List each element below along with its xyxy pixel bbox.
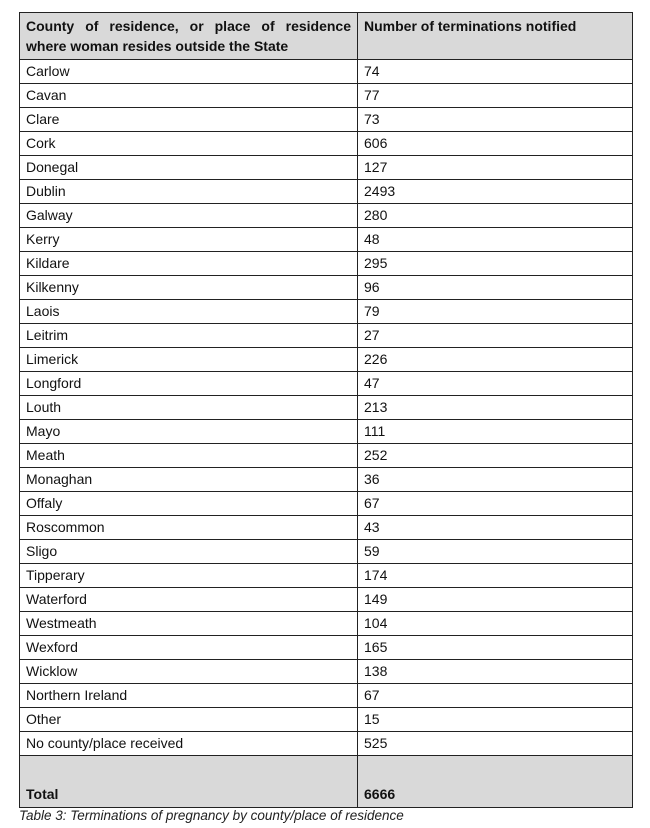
table-row: Wexford 165 [19, 635, 633, 660]
count-cell: 165 [357, 635, 633, 660]
total-value: 6666 [357, 755, 633, 808]
table-row: Tipperary 174 [19, 563, 633, 588]
county-cell: Louth [19, 395, 358, 420]
count-cell: 127 [357, 155, 633, 180]
table-row: Carlow 74 [19, 59, 633, 84]
table-row: Waterford 149 [19, 587, 633, 612]
table-row: Sligo 59 [19, 539, 633, 564]
county-cell: Carlow [19, 59, 358, 84]
table-row: Mayo 111 [19, 419, 633, 444]
table-caption: Table 3: Terminations of pregnancy by co… [19, 808, 404, 823]
count-cell: 47 [357, 371, 633, 396]
count-cell: 59 [357, 539, 633, 564]
county-cell: Limerick [19, 347, 358, 372]
county-cell: Waterford [19, 587, 358, 612]
county-cell: Mayo [19, 419, 358, 444]
county-cell: Offaly [19, 491, 358, 516]
county-cell: Donegal [19, 155, 358, 180]
count-cell: 138 [357, 659, 633, 684]
count-cell: 280 [357, 203, 633, 228]
header-county: County of residence, or place of residen… [19, 12, 358, 60]
count-cell: 73 [357, 107, 633, 132]
table-row: Longford 47 [19, 371, 633, 396]
county-cell: Longford [19, 371, 358, 396]
county-cell: Roscommon [19, 515, 358, 540]
count-cell: 15 [357, 707, 633, 732]
total-label: Total [19, 755, 358, 808]
county-cell: Northern Ireland [19, 683, 358, 708]
count-cell: 252 [357, 443, 633, 468]
table-row: Westmeath 104 [19, 611, 633, 636]
count-cell: 226 [357, 347, 633, 372]
table-row: Galway 280 [19, 203, 633, 228]
count-cell: 43 [357, 515, 633, 540]
county-cell: Wexford [19, 635, 358, 660]
count-cell: 96 [357, 275, 633, 300]
table-row: Kildare 295 [19, 251, 633, 276]
count-cell: 67 [357, 683, 633, 708]
table-row: Monaghan 36 [19, 467, 633, 492]
header-county-text: County of residence, or place of residen… [26, 18, 351, 54]
table-row: Laois 79 [19, 299, 633, 324]
table-row: Donegal 127 [19, 155, 633, 180]
count-cell: 149 [357, 587, 633, 612]
count-cell: 27 [357, 323, 633, 348]
county-cell: Galway [19, 203, 358, 228]
count-cell: 295 [357, 251, 633, 276]
count-cell: 2493 [357, 179, 633, 204]
table-row: Kilkenny 96 [19, 275, 633, 300]
county-cell: Clare [19, 107, 358, 132]
count-cell: 174 [357, 563, 633, 588]
table-row: Limerick 226 [19, 347, 633, 372]
count-cell: 111 [357, 419, 633, 444]
county-cell: Sligo [19, 539, 358, 564]
table-row: Kerry 48 [19, 227, 633, 252]
total-row: Total 6666 [19, 755, 633, 808]
county-cell: Kilkenny [19, 275, 358, 300]
county-cell: Westmeath [19, 611, 358, 636]
count-cell: 104 [357, 611, 633, 636]
count-cell: 36 [357, 467, 633, 492]
count-cell: 67 [357, 491, 633, 516]
county-cell: Kildare [19, 251, 358, 276]
table-row: Cavan 77 [19, 83, 633, 108]
table-row: Northern Ireland 67 [19, 683, 633, 708]
county-cell: Meath [19, 443, 358, 468]
table-header-row: County of residence, or place of residen… [19, 12, 633, 60]
county-cell: Kerry [19, 227, 358, 252]
count-cell: 606 [357, 131, 633, 156]
table-row: Meath 252 [19, 443, 633, 468]
table-row: Offaly 67 [19, 491, 633, 516]
county-cell: Other [19, 707, 358, 732]
count-cell: 525 [357, 731, 633, 756]
county-cell: Leitrim [19, 323, 358, 348]
table-row: Leitrim 27 [19, 323, 633, 348]
table-row: Louth 213 [19, 395, 633, 420]
table-row: Cork 606 [19, 131, 633, 156]
county-cell: Wicklow [19, 659, 358, 684]
county-cell: Tipperary [19, 563, 358, 588]
county-cell: No county/place received [19, 731, 358, 756]
terminations-table: County of residence, or place of residen… [19, 12, 633, 808]
count-cell: 79 [357, 299, 633, 324]
county-cell: Cavan [19, 83, 358, 108]
count-cell: 74 [357, 59, 633, 84]
table-row: No county/place received 525 [19, 731, 633, 756]
table-row: Clare 73 [19, 107, 633, 132]
county-cell: Dublin [19, 179, 358, 204]
county-cell: Laois [19, 299, 358, 324]
header-number: Number of terminations notified [357, 12, 633, 60]
table-row: Roscommon 43 [19, 515, 633, 540]
county-cell: Cork [19, 131, 358, 156]
count-cell: 77 [357, 83, 633, 108]
count-cell: 213 [357, 395, 633, 420]
county-cell: Monaghan [19, 467, 358, 492]
count-cell: 48 [357, 227, 633, 252]
table-row: Dublin 2493 [19, 179, 633, 204]
table-row: Wicklow 138 [19, 659, 633, 684]
table-row: Other 15 [19, 707, 633, 732]
